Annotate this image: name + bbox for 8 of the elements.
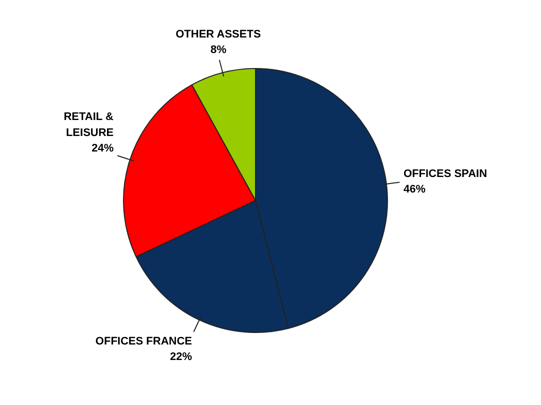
data-label: 46%: [403, 184, 426, 196]
slice-label: RETAIL & LEISURE: [64, 111, 114, 139]
slice-label: OFFICES FRANCE: [95, 335, 192, 348]
data-label: 22%: [170, 351, 192, 364]
data-label: 24%: [92, 142, 114, 154]
slice-label: OFFICES SPAIN: [403, 168, 488, 180]
slice-label: OTHER ASSETS: [176, 28, 261, 40]
data-label: 8%: [210, 44, 227, 56]
